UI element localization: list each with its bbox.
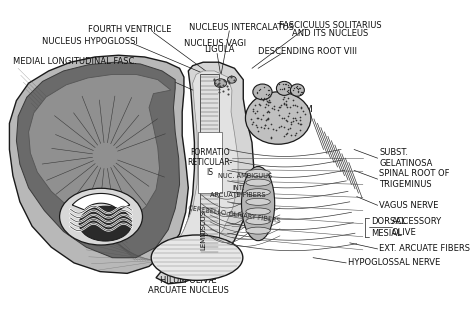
- Text: AND ITS NUCLEUS: AND ITS NUCLEUS: [292, 29, 369, 38]
- Text: ARCUATE NUCLEUS: ARCUATE NUCLEUS: [148, 286, 229, 295]
- Ellipse shape: [276, 81, 292, 95]
- Ellipse shape: [246, 218, 270, 225]
- Text: HILUM OLIVÆ: HILUM OLIVÆ: [160, 276, 217, 285]
- Text: CEREBELLO-OLIVARY FIBERS: CEREBELLO-OLIVARY FIBERS: [188, 204, 281, 224]
- Polygon shape: [73, 193, 130, 210]
- Text: RESTIFORM
BODY: RESTIFORM BODY: [261, 105, 313, 124]
- Text: NUC. AMBIGUUS: NUC. AMBIGUUS: [218, 173, 272, 179]
- Text: INT.
ARCUATE FIBERS: INT. ARCUATE FIBERS: [210, 185, 266, 198]
- Text: SPINAL ROOT OF
TRIGEMINUS: SPINAL ROOT OF TRIGEMINUS: [379, 169, 450, 189]
- Ellipse shape: [246, 92, 311, 144]
- Text: NUCLEUS VAGI: NUCLEUS VAGI: [184, 39, 246, 48]
- Text: ACCESSORY
OLIVE: ACCESSORY OLIVE: [392, 218, 442, 237]
- Ellipse shape: [246, 208, 270, 215]
- Text: HYPOGLOSSAL NERVE: HYPOGLOSSAL NERVE: [348, 258, 440, 267]
- Text: FORMATIO
RETICULAR-
IS: FORMATIO RETICULAR- IS: [188, 148, 233, 177]
- Text: DORSAL: DORSAL: [371, 217, 405, 226]
- Text: MEDIAL LONGITUDINAL FASC.: MEDIAL LONGITUDINAL FASC.: [13, 57, 137, 66]
- Ellipse shape: [253, 84, 272, 100]
- Bar: [200, 74, 219, 253]
- Polygon shape: [28, 74, 171, 223]
- Text: VAGUS NERVE: VAGUS NERVE: [379, 201, 439, 210]
- Text: LIGULA: LIGULA: [204, 46, 234, 55]
- Ellipse shape: [246, 189, 270, 196]
- Text: FOURTH VENTRICLE: FOURTH VENTRICLE: [88, 25, 172, 33]
- Text: SUBST.
GELATINOSA: SUBST. GELATINOSA: [379, 148, 433, 168]
- Ellipse shape: [79, 206, 132, 241]
- Ellipse shape: [60, 188, 143, 245]
- Polygon shape: [9, 55, 188, 273]
- Ellipse shape: [246, 227, 270, 234]
- Text: FASCICULUS SOLITARIUS: FASCICULUS SOLITARIUS: [279, 21, 382, 30]
- Ellipse shape: [246, 179, 270, 186]
- Ellipse shape: [151, 235, 243, 280]
- Text: EXT. ARCUATE FIBERS: EXT. ARCUATE FIBERS: [379, 244, 470, 253]
- Polygon shape: [17, 62, 180, 258]
- Ellipse shape: [291, 84, 304, 96]
- Bar: [198, 207, 209, 256]
- Ellipse shape: [228, 76, 236, 83]
- Polygon shape: [162, 71, 238, 269]
- Text: DESCENDING ROOT VIII: DESCENDING ROOT VIII: [258, 47, 357, 56]
- Ellipse shape: [246, 169, 270, 176]
- Text: LEMNISCUS: LEMNISCUS: [200, 210, 206, 250]
- Ellipse shape: [246, 198, 270, 205]
- Ellipse shape: [214, 79, 227, 87]
- Bar: [198, 132, 222, 193]
- Ellipse shape: [242, 167, 274, 241]
- Text: PYRAMIS: PYRAMIS: [164, 250, 230, 265]
- Text: NUCLEUS HYPOGLOSSI: NUCLEUS HYPOGLOSSI: [42, 37, 137, 46]
- Text: MESIAL: MESIAL: [371, 229, 401, 238]
- Polygon shape: [156, 62, 254, 284]
- Text: NUCLEUS INTERCALATUS: NUCLEUS INTERCALATUS: [189, 23, 294, 32]
